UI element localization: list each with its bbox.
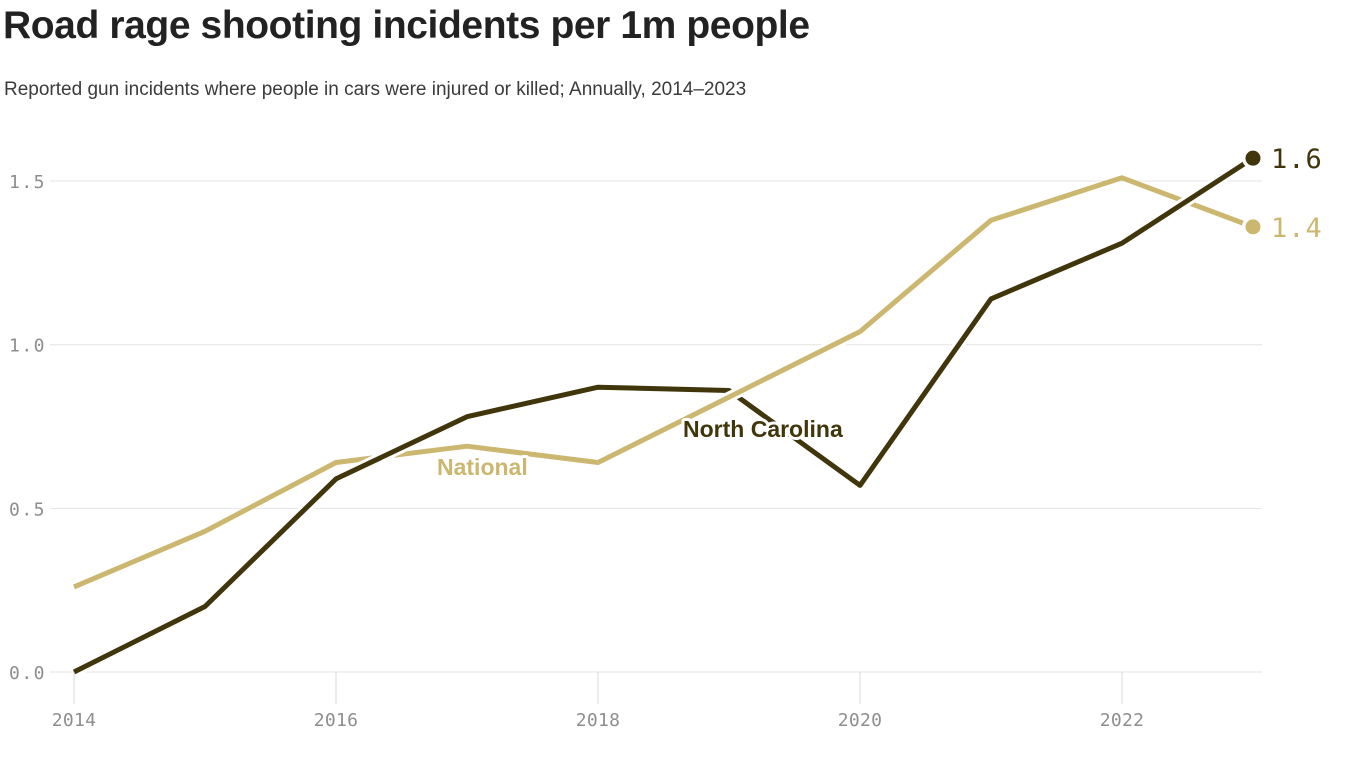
chart-subtitle: Reported gun incidents where people in c… <box>4 79 747 100</box>
north-carolina-line <box>72 156 1255 675</box>
y-axis-label: 1.5 <box>9 172 46 193</box>
y-axis-label: 1.0 <box>9 336 46 357</box>
series-label-national: National <box>437 454 528 480</box>
chart-title: Road rage shooting incidents per 1m peop… <box>3 4 810 47</box>
north-carolina-end-value-label: 1.6 <box>1271 144 1323 175</box>
x-axis-label: 2014 <box>52 710 97 731</box>
x-axis-label: 2018 <box>576 710 621 731</box>
national-line <box>73 175 1254 590</box>
x-axis-label: 2020 <box>838 710 883 731</box>
national-end-value-label: 1.4 <box>1271 213 1323 244</box>
north-carolina-end-dot <box>1245 150 1261 166</box>
national-end-dot <box>1245 219 1261 235</box>
series-label-north-carolina: North Carolina <box>683 416 843 442</box>
national-overlay-line <box>596 329 862 465</box>
y-axis-label: 0.0 <box>9 663 46 684</box>
x-axis-label: 2016 <box>314 710 359 731</box>
x-axis-label: 2022 <box>1100 710 1145 731</box>
y-axis-label: 0.5 <box>9 499 46 520</box>
north-carolina-casing <box>71 153 1256 677</box>
